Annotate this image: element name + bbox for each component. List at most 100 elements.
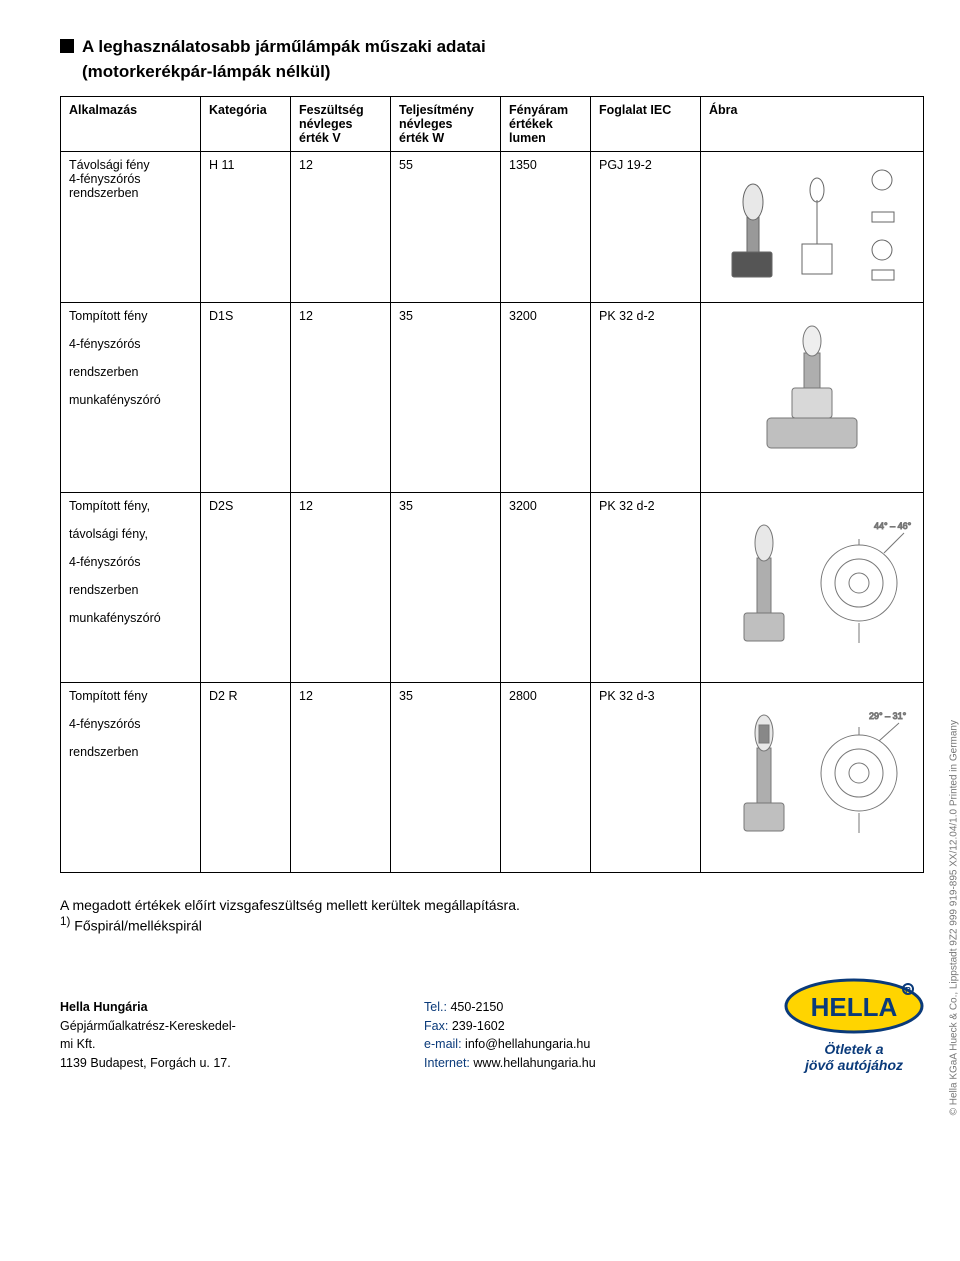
col-header-voltage-l1: Feszültség [299, 103, 364, 117]
col-header-power-l1: Teljesítmény [399, 103, 474, 117]
cell-power: 55 [391, 152, 501, 303]
slogan-l1: Ötletek a [824, 1041, 883, 1057]
col-header-power-l2: névleges [399, 117, 453, 131]
web-value: www.hellahungaria.hu [473, 1056, 595, 1070]
app-l1: Távolsági fény [69, 158, 150, 172]
cell-voltage: 12 [291, 493, 391, 683]
cell-figure [701, 303, 924, 493]
note-text: Főspirál/mellékspirál [70, 918, 201, 934]
footer-contact: Tel.: 450-2150 Fax: 239-1602 e-mail: inf… [424, 998, 596, 1073]
cell-lumen: 3200 [501, 303, 591, 493]
company-line-2: Gépjárműalkatrész-Kereskedel- [60, 1017, 236, 1036]
cell-lumen: 2800 [501, 683, 591, 873]
col-header-lumen: Fényáram értékek lumen [501, 97, 591, 152]
cell-lumen: 1350 [501, 152, 591, 303]
footer-logo-block: R HELLA Ötletek a jövő autójához [784, 978, 924, 1073]
svg-text:R: R [905, 986, 911, 995]
col-header-voltage-l2: névleges [299, 117, 353, 131]
note-sup: 1) [60, 915, 70, 928]
cell-power: 35 [391, 493, 501, 683]
cell-power: 35 [391, 303, 501, 493]
app-l3: rendszerben [69, 186, 139, 200]
app-l1: Tompított fény [69, 689, 148, 703]
logo-text: HELLA [811, 992, 898, 1022]
cell-voltage: 12 [291, 303, 391, 493]
note-line-2: 1) Főspirál/mellékspirál [60, 915, 924, 934]
app-l4: munkafényszóró [69, 393, 161, 407]
section-title: A leghasználatosabb járműlámpák műszaki … [60, 36, 924, 58]
notes: A megadott értékek előírt vizsgafeszülts… [60, 897, 924, 934]
cell-voltage: 12 [291, 683, 391, 873]
table-row: Távolsági fény 4-fényszórós rendszerben … [61, 152, 924, 303]
bulb-d1s-icon [722, 313, 902, 463]
col-header-socket: Foglalat IEC [591, 97, 701, 152]
title-bullet [60, 39, 74, 53]
title-line-1: A leghasználatosabb járműlámpák műszaki … [82, 36, 486, 58]
col-header-power: Teljesítmény névleges érték W [391, 97, 501, 152]
slogan: Ötletek a jövő autójához [784, 1041, 924, 1073]
footer-address: Hella Hungária Gépjárműalkatrész-Kereske… [60, 998, 236, 1073]
bulb-d2s-icon: 44° – 46° [709, 503, 919, 663]
cell-figure: 29° – 31° [701, 683, 924, 873]
app-l1: Tompított fény [69, 309, 148, 323]
web-label: Internet: [424, 1056, 470, 1070]
app-l1: Tompított fény, [69, 499, 150, 513]
company-line-3: mi Kft. [60, 1035, 236, 1054]
app-l3: rendszerben [69, 745, 139, 759]
side-credit: © Hella KGaA Hueck & Co., Lippstadt 9Z2 … [948, 720, 959, 1115]
email-label: e-mail: [424, 1037, 462, 1051]
footer: Hella Hungária Gépjárműalkatrész-Kereske… [0, 964, 960, 1091]
cell-app: Távolsági fény 4-fényszórós rendszerben [61, 152, 201, 303]
col-header-lumen-l1: Fényáram [509, 103, 568, 117]
col-header-app: Alkalmazás [61, 97, 201, 152]
tel-value: 450-2150 [450, 1000, 503, 1014]
col-header-lumen-l2: értékek [509, 117, 553, 131]
table-head-row: Alkalmazás Kategória Feszültség névleges… [61, 97, 924, 152]
app-l5: munkafényszóró [69, 611, 161, 625]
cell-cat: D2S [201, 493, 291, 683]
slogan-l2: jövő autójához [805, 1057, 903, 1073]
table-row: Tompított fény 4-fényszórós rendszerben … [61, 303, 924, 493]
cell-cat: H 11 [201, 152, 291, 303]
spec-table: Alkalmazás Kategória Feszültség névleges… [60, 96, 924, 873]
table-row: Tompított fény, távolsági fény, 4-fénysz… [61, 493, 924, 683]
company-address: 1139 Budapest, Forgách u. 17. [60, 1054, 236, 1073]
col-header-figure: Ábra [701, 97, 924, 152]
app-l3: 4-fényszórós [69, 555, 141, 569]
angle-label: 44° – 46° [874, 521, 912, 531]
col-header-cat: Kategória [201, 97, 291, 152]
bulb-d2r-icon: 29° – 31° [709, 693, 919, 853]
tel-label: Tel.: [424, 1000, 447, 1014]
cell-voltage: 12 [291, 152, 391, 303]
note-line-1: A megadott értékek előírt vizsgafeszülts… [60, 897, 924, 913]
cell-lumen: 3200 [501, 493, 591, 683]
col-header-voltage: Feszültség névleges érték V [291, 97, 391, 152]
cell-socket: PK 32 d-3 [591, 683, 701, 873]
cell-app: Tompított fény 4-fényszórós rendszerben … [61, 303, 201, 493]
app-l2: távolsági fény, [69, 527, 148, 541]
email-value: info@hellahungaria.hu [465, 1037, 590, 1051]
col-header-voltage-l3: érték V [299, 131, 341, 145]
cell-app: Tompított fény, távolsági fény, 4-fénysz… [61, 493, 201, 683]
cell-socket: PK 32 d-2 [591, 303, 701, 493]
cell-figure [701, 152, 924, 303]
app-l3: rendszerben [69, 365, 139, 379]
cell-figure: 44° – 46° [701, 493, 924, 683]
cell-cat: D2 R [201, 683, 291, 873]
app-l2: 4-fényszórós [69, 337, 141, 351]
hella-logo-icon: R HELLA [784, 978, 924, 1037]
fax-label: Fax: [424, 1019, 448, 1033]
cell-app: Tompított fény 4-fényszórós rendszerben [61, 683, 201, 873]
bulb-h11-icon [712, 162, 912, 292]
col-header-power-l3: érték W [399, 131, 444, 145]
company-name: Hella Hungária [60, 998, 236, 1017]
col-header-lumen-l3: lumen [509, 131, 546, 145]
cell-socket: PGJ 19-2 [591, 152, 701, 303]
app-l2: 4-fényszórós [69, 717, 141, 731]
app-l2: 4-fényszórós [69, 172, 141, 186]
fax-value: 239-1602 [452, 1019, 505, 1033]
title-line-2: (motorkerékpár-lámpák nélkül) [82, 62, 924, 82]
app-l4: rendszerben [69, 583, 139, 597]
cell-power: 35 [391, 683, 501, 873]
cell-cat: D1S [201, 303, 291, 493]
